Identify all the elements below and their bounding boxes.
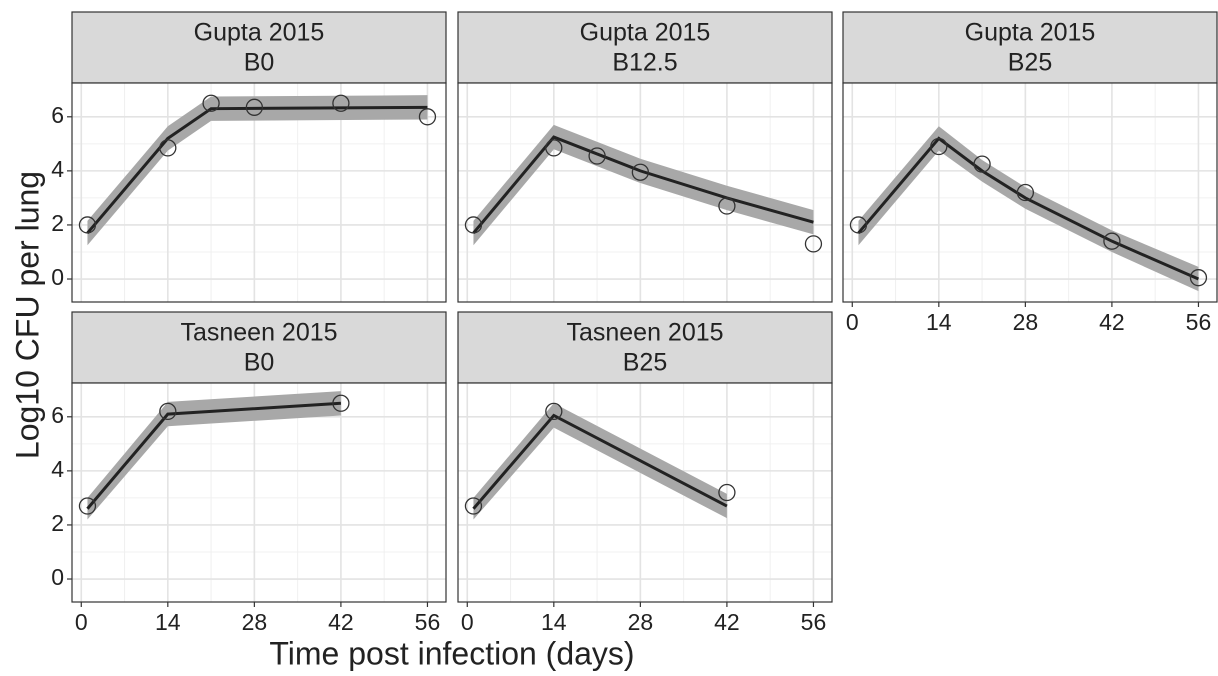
observed-point [588, 147, 606, 165]
strip-title: Gupta 2015 [194, 19, 325, 47]
model-line [472, 413, 728, 510]
y-tick-label: 2 [51, 510, 64, 536]
model-line [857, 136, 1200, 281]
y-axis-label: Log10 CFU per lung [9, 171, 45, 459]
observed-point [718, 197, 736, 215]
x-tick-label: 14 [541, 609, 567, 635]
panel-background [458, 383, 832, 602]
y-tick-label: 6 [51, 402, 64, 428]
observed-point [718, 483, 736, 502]
observed-point [545, 402, 563, 421]
x-tick-label: 42 [328, 609, 354, 635]
observed-point [464, 497, 483, 515]
x-tick-label: 14 [155, 609, 181, 635]
confidence-band [87, 391, 341, 520]
x-tick-label: 0 [846, 309, 859, 335]
x-tick-label: 0 [461, 609, 474, 635]
observed-point [202, 94, 220, 112]
x-tick-label: 14 [926, 309, 952, 335]
panel-border [842, 82, 1218, 303]
y-tick-label: 2 [51, 210, 64, 236]
observed-point [930, 137, 948, 156]
observed-point [78, 216, 97, 234]
observed-point [545, 139, 563, 157]
x-tick-label: 56 [801, 609, 827, 635]
panel-border [71, 382, 447, 603]
strip-subtitle: B0 [244, 349, 275, 377]
confidence-band [858, 126, 1199, 292]
observed-point [973, 155, 991, 173]
strip [71, 311, 447, 384]
panel-border [71, 82, 447, 303]
strip [457, 11, 833, 84]
observed-point [159, 402, 177, 421]
observed-point [631, 163, 650, 181]
strip-subtitle: B0 [244, 49, 275, 77]
y-tick-label: 4 [51, 156, 64, 182]
y-tick-label: 0 [51, 264, 64, 290]
panel-border [457, 82, 833, 303]
observed-point [804, 235, 823, 253]
y-tick-label: 0 [51, 564, 64, 590]
observed-point [159, 139, 177, 157]
observed-point [418, 108, 437, 126]
model-line [86, 105, 428, 235]
strip-subtitle: B12.5 [612, 49, 677, 77]
observed-point [1103, 232, 1121, 250]
panel-background [458, 83, 832, 302]
strip-subtitle: B25 [623, 349, 667, 377]
observed-point [78, 497, 97, 515]
observed-point [1016, 183, 1035, 202]
x-tick-label: 28 [628, 609, 654, 635]
x-tick-label: 28 [1013, 309, 1039, 335]
x-tick-label: 28 [242, 609, 268, 635]
panel-border [457, 382, 833, 603]
observed-point [1189, 269, 1208, 287]
confidence-band [87, 95, 428, 246]
x-tick-label: 0 [75, 609, 88, 635]
strip-subtitle: B25 [1008, 49, 1052, 77]
observed-point [464, 216, 483, 234]
observed-point [245, 98, 264, 116]
x-tick-label: 42 [714, 609, 740, 635]
model-line [86, 401, 342, 510]
strip [71, 11, 447, 84]
strip [457, 311, 833, 384]
observed-point [332, 94, 350, 112]
strip-title: Tasneen 2015 [180, 319, 337, 347]
strip-title: Tasneen 2015 [566, 319, 723, 347]
confidence-band [473, 403, 727, 520]
strip-title: Gupta 2015 [965, 19, 1096, 47]
x-tick-label: 56 [1186, 309, 1212, 335]
strip [842, 11, 1218, 84]
strip-title: Gupta 2015 [580, 19, 711, 47]
observed-point [849, 216, 868, 234]
x-axis-label: Time post infection (days) [269, 635, 634, 671]
observed-point [332, 394, 350, 412]
model-line [472, 135, 814, 235]
y-tick-label: 4 [51, 456, 64, 482]
y-tick-label: 6 [51, 102, 64, 128]
x-tick-label: 42 [1099, 309, 1125, 335]
x-tick-label: 56 [415, 609, 441, 635]
